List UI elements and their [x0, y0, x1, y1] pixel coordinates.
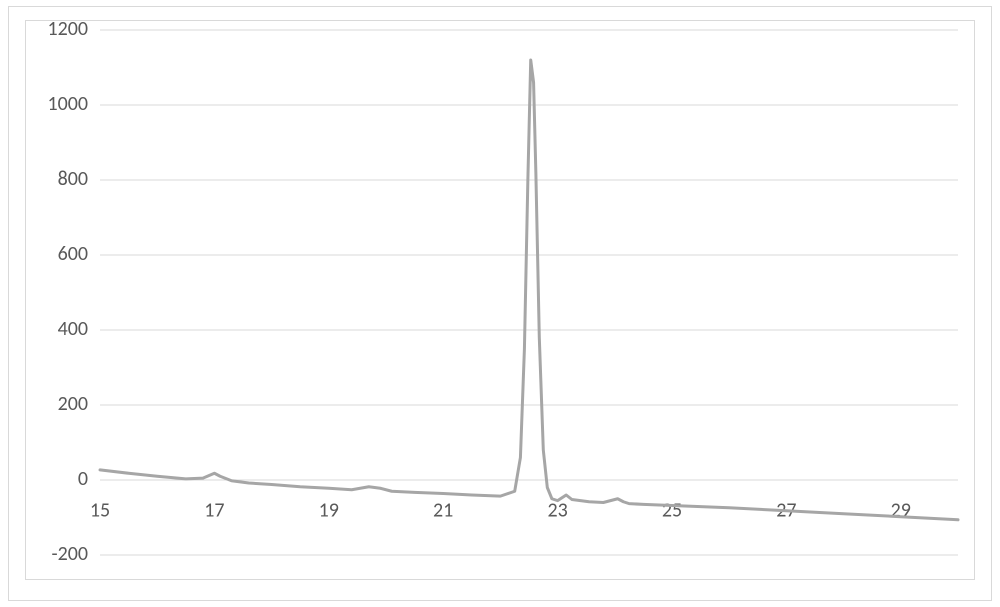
x-tick-label: 25 [662, 498, 682, 522]
y-tick-label: -200 [51, 542, 88, 566]
x-tick-label: 19 [319, 498, 339, 522]
y-tick-label: 400 [58, 317, 88, 341]
y-tick-label: 1000 [47, 92, 88, 116]
x-tick-label: 17 [204, 498, 224, 522]
y-tick-label: 800 [58, 167, 88, 191]
y-tick-label: 200 [58, 392, 88, 416]
y-tick-label: 600 [58, 242, 88, 266]
x-tick-label: 29 [891, 498, 911, 522]
series-line-signal [100, 60, 958, 520]
y-tick-label: 0 [78, 467, 88, 491]
x-tick-label: 21 [433, 498, 453, 522]
y-tick-label: 1200 [47, 17, 88, 41]
chart-svg: -200020040060080010001200151719212325272… [0, 0, 1000, 607]
x-tick-label: 15 [90, 498, 110, 522]
